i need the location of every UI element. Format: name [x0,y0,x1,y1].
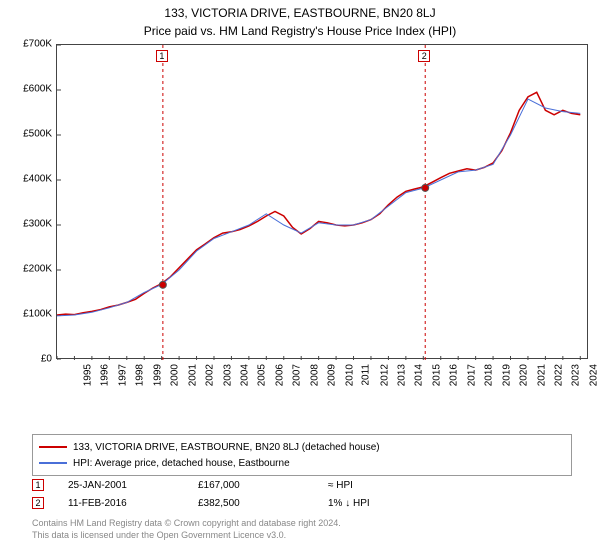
footer: Contains HM Land Registry data © Crown c… [32,518,341,541]
x-axis-label: 2017 [466,364,477,386]
y-axis-label: £400K [8,174,52,185]
transaction-diff: 1% ↓ HPI [328,498,408,509]
series-hpi [57,99,580,316]
sale-marker-point [422,184,429,191]
x-axis-label: 2001 [187,364,198,386]
transaction-diff: ≈ HPI [328,480,408,491]
transaction-row: 2 11-FEB-2016£382,5001% ↓ HPI [32,494,408,512]
chart: £0£100K£200K£300K£400K£500K£600K£700K 19… [8,44,592,394]
x-axis-label: 1996 [100,364,111,386]
legend: 133, VICTORIA DRIVE, EASTBOURNE, BN20 8L… [32,434,572,476]
y-axis-label: £300K [8,219,52,230]
x-axis-label: 1995 [82,364,93,386]
x-axis-label: 2007 [292,364,303,386]
x-axis-label: 2008 [309,364,320,386]
x-axis-label: 1998 [135,364,146,386]
footer-line1: Contains HM Land Registry data © Crown c… [32,518,341,530]
x-axis-label: 2005 [257,364,268,386]
x-axis-label: 2003 [222,364,233,386]
x-axis-label: 1999 [152,364,163,386]
x-axis-label: 2019 [501,364,512,386]
x-axis-label: 2000 [169,364,180,386]
y-axis-label: £600K [8,84,52,95]
transaction-row: 1 25-JAN-2001£167,000≈ HPI [32,476,408,494]
y-axis-label: £500K [8,129,52,140]
legend-item: 133, VICTORIA DRIVE, EASTBOURNE, BN20 8L… [39,439,565,455]
x-axis-label: 2012 [379,364,390,386]
x-axis-label: 2020 [518,364,529,386]
y-axis-label: £0 [8,354,52,365]
title-subtitle: Price paid vs. HM Land Registry's House … [0,24,600,38]
legend-swatch [39,446,67,448]
legend-swatch [39,462,67,464]
transactions-table: 1 25-JAN-2001£167,000≈ HPI 2 11-FEB-2016£38… [32,476,408,512]
transaction-price: £167,000 [198,480,328,491]
sale-marker-point [159,281,166,288]
x-axis-label: 2023 [571,364,582,386]
sale-marker-label: 1 [156,50,168,62]
transaction-price: £382,500 [198,498,328,509]
x-axis-label: 2024 [588,364,599,386]
x-axis-label: 2015 [431,364,442,386]
x-axis-label: 2013 [396,364,407,386]
x-axis-label: 2010 [344,364,355,386]
legend-label: 133, VICTORIA DRIVE, EASTBOURNE, BN20 8L… [73,442,380,453]
footer-line2: This data is licensed under the Open Gov… [32,530,341,542]
legend-item: HPI: Average price, detached house, East… [39,455,565,471]
plot-area [56,44,588,359]
x-axis-label: 2002 [204,364,215,386]
x-axis-label: 2004 [239,364,250,386]
x-axis-label: 2011 [361,364,372,386]
x-axis-label: 2016 [449,364,460,386]
x-axis-label: 2021 [536,364,547,386]
y-axis-label: £100K [8,309,52,320]
title-address: 133, VICTORIA DRIVE, EASTBOURNE, BN20 8L… [0,6,600,20]
y-axis-label: £700K [8,39,52,50]
x-axis-label: 2006 [274,364,285,386]
sale-marker-label: 2 [418,50,430,62]
x-axis-label: 2009 [326,364,337,386]
x-axis-label: 1997 [117,364,128,386]
y-axis-label: £200K [8,264,52,275]
transaction-marker: 1 [32,479,44,491]
x-axis-label: 2018 [483,364,494,386]
transaction-marker: 2 [32,497,44,509]
legend-label: HPI: Average price, detached house, East… [73,458,290,469]
transaction-date: 25-JAN-2001 [68,480,198,491]
series-price_paid [57,92,580,315]
transaction-date: 11-FEB-2016 [68,498,198,509]
x-axis-label: 2022 [553,364,564,386]
x-axis-label: 2014 [414,364,425,386]
title-block: 133, VICTORIA DRIVE, EASTBOURNE, BN20 8L… [0,0,600,38]
